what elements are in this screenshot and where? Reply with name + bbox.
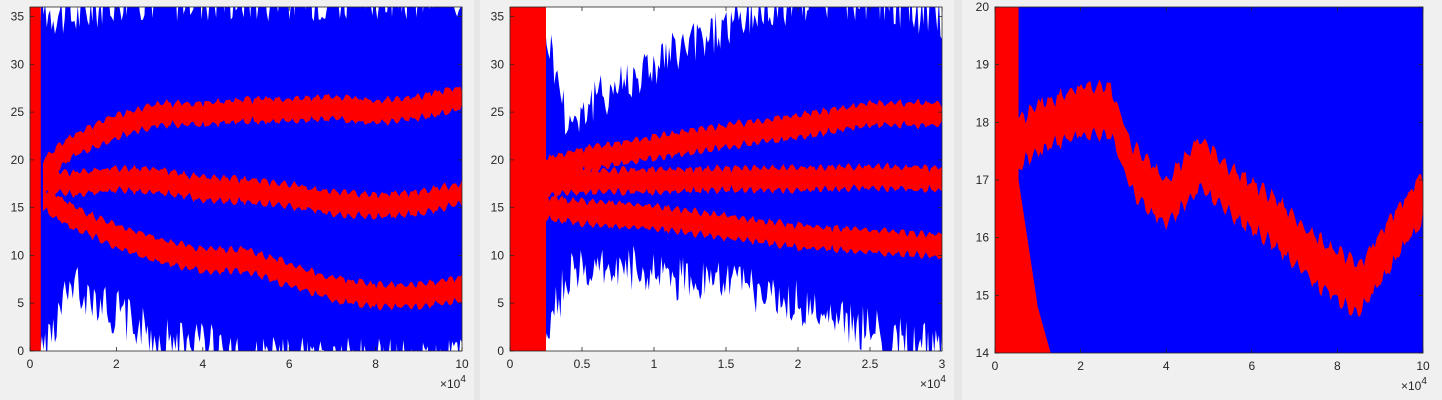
y-tick-label: 20 bbox=[976, 0, 990, 14]
x-tick-label: 6 bbox=[1248, 359, 1255, 373]
y-tick-label: 19 bbox=[976, 58, 990, 72]
series-trace-1 bbox=[546, 98, 942, 183]
y-tick-label: 25 bbox=[11, 105, 25, 119]
axes-box bbox=[29, 6, 463, 352]
x-exponent-label: ×104 bbox=[920, 374, 946, 391]
y-tick-label: 0 bbox=[497, 344, 504, 358]
series-trace-1 bbox=[1016, 79, 1423, 317]
y-tick-label: 15 bbox=[11, 201, 25, 215]
x-tick-label: 6 bbox=[286, 357, 293, 371]
x-tick-label: 0 bbox=[27, 357, 34, 371]
y-tick-label: 20 bbox=[11, 153, 25, 167]
x-tick-label: 3 bbox=[939, 357, 946, 371]
initial-transient bbox=[30, 7, 41, 351]
y-tick-label: 20 bbox=[491, 153, 505, 167]
series-trace-3 bbox=[546, 193, 942, 260]
series-trace-3 bbox=[42, 185, 462, 311]
x-tick-label: 2 bbox=[1077, 359, 1084, 373]
x-tick-label: 8 bbox=[1334, 359, 1341, 373]
x-tick-label: 1 bbox=[651, 357, 658, 371]
y-tick-label: 25 bbox=[491, 105, 505, 119]
chart-panel-1: 0 2 4 6 8 10 0 5 10 15 20 25 30 35 ×104 bbox=[0, 0, 474, 400]
y-tick-label: 5 bbox=[497, 296, 504, 310]
x-tick-label: 4 bbox=[1163, 359, 1170, 373]
y-tick-label: 30 bbox=[491, 57, 505, 71]
x-tick-label: 4 bbox=[199, 357, 206, 371]
x-exponent-label: ×104 bbox=[1401, 376, 1427, 393]
y-tick-label: 0 bbox=[17, 344, 24, 358]
series-trace-2 bbox=[42, 164, 462, 220]
y-tick-label: 15 bbox=[491, 201, 505, 215]
series-trace-2 bbox=[546, 162, 942, 198]
panel-divider bbox=[954, 0, 962, 400]
y-tick-label: 35 bbox=[11, 10, 25, 24]
y-tick-label: 18 bbox=[976, 115, 990, 129]
x-tick-label: 0 bbox=[992, 359, 999, 373]
transient-fringe bbox=[995, 7, 1051, 353]
x-exponent-label: ×104 bbox=[440, 374, 466, 391]
y-tick-label: 35 bbox=[491, 10, 505, 24]
y-tick-label: 10 bbox=[11, 248, 25, 262]
x-tick-label: 0.5 bbox=[574, 357, 591, 371]
y-tick-label: 5 bbox=[17, 296, 24, 310]
y-tick-label: 17 bbox=[976, 173, 990, 187]
amplitude-band bbox=[38, 7, 462, 351]
y-tick-label: 30 bbox=[11, 57, 25, 71]
x-tick-label: 2.5 bbox=[862, 357, 879, 371]
x-tick-label: 1.5 bbox=[718, 357, 735, 371]
x-tick-label: 10 bbox=[455, 357, 469, 371]
panel-divider bbox=[474, 0, 480, 400]
chart-panel-2: 0 0.5 1 1.5 2 2.5 3 0 5 10 15 20 25 30 35 ×104 bbox=[480, 0, 954, 400]
initial-transient bbox=[510, 7, 546, 351]
y-tick-label: 15 bbox=[976, 288, 990, 302]
chart-panel-3: 0 2 4 6 8 10 14 15 16 17 18 19 20 ×104 bbox=[962, 0, 1442, 400]
y-tick-label: 14 bbox=[976, 346, 990, 360]
x-tick-label: 2 bbox=[113, 357, 120, 371]
x-tick-label: 8 bbox=[372, 357, 379, 371]
x-tick-label: 0 bbox=[507, 357, 514, 371]
x-tick-label: 10 bbox=[1416, 359, 1430, 373]
chart-1: 0 2 4 6 8 10 0 5 10 15 20 25 30 35 ×104 bbox=[11, 6, 469, 391]
chart-3: 0 2 4 6 8 10 14 15 16 17 18 19 20 ×104 bbox=[976, 0, 1430, 393]
x-tick-label: 2 bbox=[795, 357, 802, 371]
series-trace-1 bbox=[42, 86, 462, 179]
y-tick-label: 16 bbox=[976, 231, 990, 245]
y-tick-label: 10 bbox=[491, 248, 505, 262]
